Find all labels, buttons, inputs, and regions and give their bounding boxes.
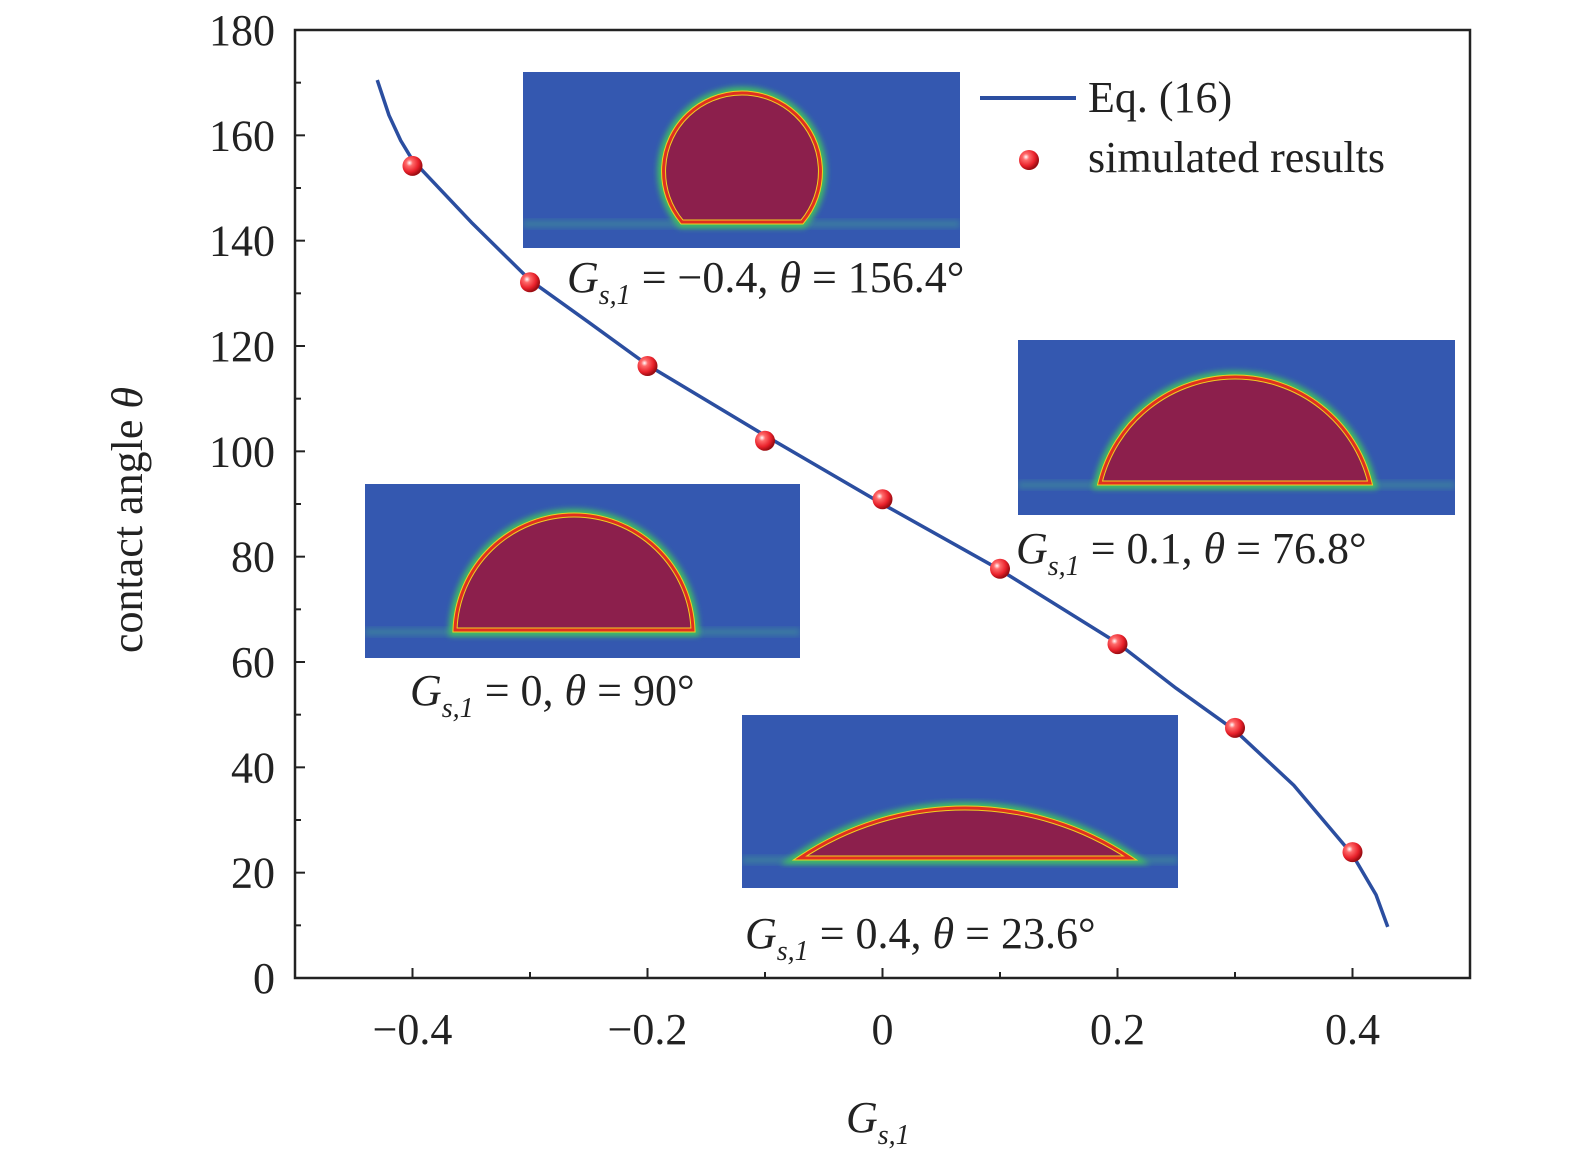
inset-label-angle: = 76.8° xyxy=(1225,524,1366,573)
y-axis-label-text: contact angle xyxy=(103,409,152,653)
legend-marker-swatch xyxy=(1019,150,1039,170)
inset-label-theta: θ xyxy=(565,666,587,715)
inset-label-theta: θ xyxy=(933,909,955,958)
y-tick-label: 180 xyxy=(209,6,275,55)
droplet-image xyxy=(742,715,1178,888)
droplet xyxy=(661,90,823,225)
svg-text:Gs,1: Gs,1 xyxy=(846,1093,910,1151)
y-tick-label: 140 xyxy=(209,217,275,266)
x-axis-label: Gs,1 xyxy=(846,1093,910,1151)
simulated-point xyxy=(1225,717,1245,738)
inset-label-angle: = 156.4° xyxy=(801,253,964,302)
inset-label-theta: θ xyxy=(779,253,801,302)
y-tick-label: 40 xyxy=(231,743,275,792)
droplet-inset-2: Gs,1 = 0, θ = 90° xyxy=(365,484,800,724)
inset-label-subscript: s,1 xyxy=(599,280,631,311)
legend: Eq. (16) simulated results xyxy=(980,73,1385,182)
y-tick-label: 60 xyxy=(231,638,275,687)
inset-label-theta: θ xyxy=(1204,524,1226,573)
x-tick-label: 0.2 xyxy=(1090,1005,1145,1054)
inset-label-gs: = 0, xyxy=(474,666,565,715)
y-tick-label: 160 xyxy=(209,111,275,160)
inset-label-symbol: G xyxy=(1016,524,1048,573)
inset-label: Gs,1 = −0.4, θ = 156.4° xyxy=(567,253,964,311)
y-axis-label-symbol: θ xyxy=(103,387,152,409)
y-axis-label: contact angle θ xyxy=(103,387,152,653)
inset-label-subscript: s,1 xyxy=(442,693,474,724)
legend-label-simulated: simulated results xyxy=(1088,133,1385,182)
inset-label-angle: = 90° xyxy=(586,666,694,715)
inset-label: Gs,1 = 0, θ = 90° xyxy=(410,666,695,724)
x-tick-label: −0.2 xyxy=(608,1005,688,1054)
x-tick-label: 0 xyxy=(872,1005,894,1054)
simulated-point xyxy=(1107,634,1128,655)
inset-label-gs: = 0.1, xyxy=(1080,524,1204,573)
inset-label-gs: = −0.4, xyxy=(631,253,780,302)
droplet-image xyxy=(1018,340,1455,515)
y-tick-label: 80 xyxy=(231,533,275,582)
simulated-point xyxy=(872,489,893,510)
inset-label-subscript: s,1 xyxy=(777,936,809,967)
inset-label-symbol: G xyxy=(567,253,599,302)
droplet-inset-3: Gs,1 = 0.4, θ = 23.6° xyxy=(742,715,1178,967)
y-tick-label: 100 xyxy=(209,427,275,476)
simulated-point xyxy=(402,155,423,176)
droplet-inset-0: Gs,1 = −0.4, θ = 156.4° xyxy=(523,72,964,311)
droplet-edge xyxy=(453,513,695,632)
droplet-image xyxy=(523,72,960,248)
droplet-edge xyxy=(795,806,1135,860)
inset-label: Gs,1 = 0.4, θ = 23.6° xyxy=(745,909,1096,967)
simulated-point xyxy=(520,272,540,293)
simulated-point xyxy=(990,558,1010,579)
inset-label-angle: = 23.6° xyxy=(954,909,1095,958)
droplet-edge xyxy=(1098,375,1372,485)
droplet-edge xyxy=(662,91,822,224)
inset-label-gs: = 0.4, xyxy=(809,909,933,958)
x-tick-label: 0.4 xyxy=(1325,1005,1380,1054)
simulated-point xyxy=(755,430,775,451)
simulated-point xyxy=(637,356,658,377)
x-tick-label: −0.4 xyxy=(373,1005,453,1054)
inset-label-subscript: s,1 xyxy=(1048,551,1080,582)
x-axis-label-symbol: G xyxy=(846,1093,878,1142)
y-tick-label: 20 xyxy=(231,849,275,898)
y-tick-label: 120 xyxy=(209,322,275,371)
droplet-image xyxy=(365,484,800,658)
x-axis-label-subscript: s,1 xyxy=(878,1120,910,1151)
y-tick-label: 0 xyxy=(253,954,275,1003)
svg-text:contact angle θ: contact angle θ xyxy=(103,387,152,653)
inset-label-symbol: G xyxy=(410,666,442,715)
inset-label-symbol: G xyxy=(745,909,777,958)
inset-label: Gs,1 = 0.1, θ = 76.8° xyxy=(1016,524,1367,582)
simulated-point xyxy=(1342,842,1363,863)
droplet-inset-1: Gs,1 = 0.1, θ = 76.8° xyxy=(1016,340,1455,582)
legend-label-eq16: Eq. (16) xyxy=(1088,73,1232,122)
